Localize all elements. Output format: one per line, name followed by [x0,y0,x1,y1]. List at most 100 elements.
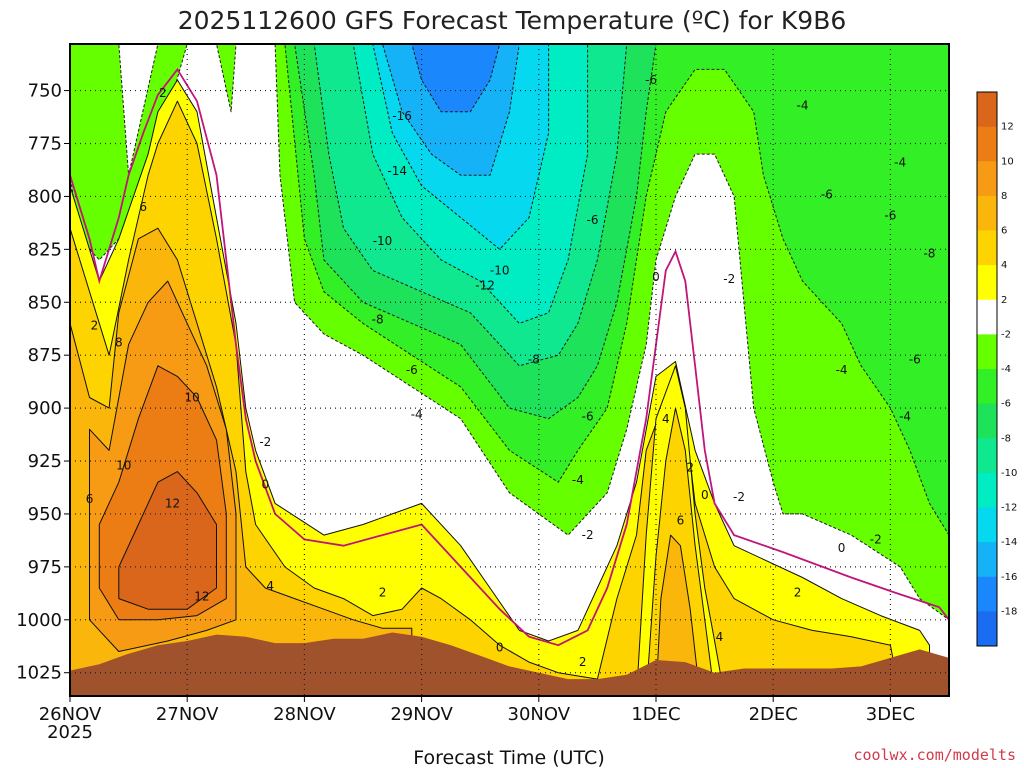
temperature-band-plus12 [118,471,217,610]
colorbar: 12 10 8 6 4 2 -2 -4 -6 -8 -10 -12 -14 -16 -18 [976,91,1017,647]
contour-label: 2 [91,319,99,333]
colorbar-label: -4 [1001,364,1011,375]
contour-label: 10 [116,458,131,472]
credit-text: coolwx.com/modelts [853,746,1016,764]
x-tick-sublabel: 2025 [47,722,93,743]
contour-label: 6 [139,200,147,214]
y-tick-label: 1025 [16,663,62,684]
colorbar-swatch [977,299,997,335]
contour-label: 0 [838,541,846,555]
colorbar-swatch [977,230,997,266]
colorbar-label: -8 [1001,433,1011,444]
contour-label: -10 [490,264,510,278]
contour-label: 4 [716,630,724,644]
contour-label: 0 [652,270,660,284]
contour-label: -4 [836,363,848,377]
colorbar-frame [976,91,998,647]
contour-label: -6 [821,187,833,201]
zero-degree-contour-layer [70,67,949,647]
contour-label: 12 [165,496,180,510]
terrain-surface [70,632,949,696]
colorbar-swatch [977,265,997,301]
contour-label: 12 [194,590,209,604]
contour-label: 0 [496,640,504,654]
colorbar-label: -6 [1001,399,1011,410]
y-tick-label: 775 [28,133,62,154]
colorbar-label: 10 [1001,156,1014,167]
contour-label: -6 [645,73,657,87]
contour-label: -14 [387,164,407,178]
contour-label: -6 [582,410,594,424]
y-tick-label: 1000 [16,610,62,631]
contour-label: -8 [372,312,384,326]
colorbar-label: -16 [1001,572,1017,583]
colorbar-swatch [977,126,997,162]
colorbar-label: -14 [1001,537,1017,548]
contour-label: -10 [373,234,393,248]
contour-label: 6 [677,513,685,527]
colorbar-swatch [977,576,997,612]
contour-label: -2 [723,272,735,286]
x-tick-label: 2DEC [749,704,798,725]
contour-label: -12 [475,278,495,292]
x-tick-label: 3DEC [866,704,915,725]
y-tick-label: 825 [28,239,62,260]
contour-label: -4 [797,99,809,113]
x-tick-label: 29NOV [390,704,453,725]
contour-label: -4 [572,473,584,487]
colorbar-label: 2 [1001,295,1007,306]
colorbar-swatch [977,403,997,439]
colorbar-swatch [977,472,997,508]
terrain-layer [70,632,949,696]
contour-label: 10 [184,391,199,405]
y-axis: 750 775 800 825 850 875 900 925 950 975 1000 1025 [16,81,70,684]
colorbar-swatch [977,161,997,197]
contour-label: -6 [884,209,896,223]
colorbar-label: 4 [1001,260,1007,271]
colorbar-swatch [977,334,997,370]
contour-label: -8 [923,247,935,261]
contour-label: -4 [894,156,906,170]
zero-degree-contour [70,67,949,647]
colorbar-label: 12 [1001,122,1014,133]
contour-label: 2 [159,86,167,100]
x-tick-label: 30NOV [508,704,571,725]
contour-label: 0 [262,477,270,491]
contour-label: -2 [870,532,882,546]
chart-title: 2025112600 GFS Forecast Temperature (ºC)… [178,6,847,35]
colorbar-label: -18 [1001,606,1017,617]
contour-label: -6 [909,353,921,367]
colorbar-swatch [977,92,997,128]
colorbar-swatch [977,542,997,578]
colorbar-label: -12 [1001,503,1017,514]
y-tick-label: 750 [28,81,62,102]
contour-label: 2 [379,585,387,599]
temperature-band-minus16 [411,44,501,113]
temperature-band-plus6 [655,534,701,696]
y-tick-label: 800 [28,186,62,207]
contour-label: 8 [115,336,123,350]
contour-label: -4 [899,410,911,424]
contour-label: -8 [528,353,540,367]
colorbar-swatch [977,611,997,647]
contour-label: -6 [587,213,599,227]
y-tick-label: 950 [28,504,62,525]
colorbar-label: 6 [1001,226,1007,237]
y-tick-label: 900 [28,398,62,419]
x-tick-label: 28NOV [273,704,336,725]
contour-label: 2 [794,585,802,599]
contour-label: 4 [266,579,274,593]
contour-label: -6 [406,363,418,377]
contour-label: -2 [733,490,745,504]
colorbar-swatch [977,507,997,543]
x-tick-label: 26NOV [39,704,102,725]
plot-frame [69,43,950,697]
y-tick-label: 850 [28,292,62,313]
contour-label: 0 [701,488,709,502]
contour-label: 2 [579,655,587,669]
x-tick-label: 27NOV [156,704,219,725]
colorbar-label: -10 [1001,468,1017,479]
